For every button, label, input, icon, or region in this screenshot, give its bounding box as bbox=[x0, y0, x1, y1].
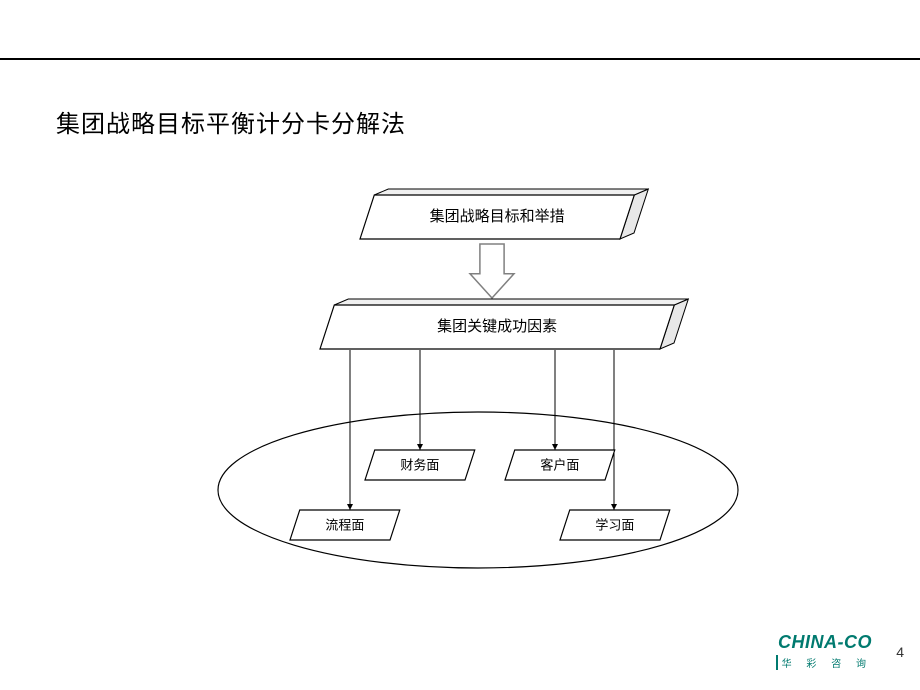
svg-text:学习面: 学习面 bbox=[595, 518, 634, 533]
page-number: 4 bbox=[896, 644, 904, 660]
logo-subtitle: 华 彩 咨 询 bbox=[776, 655, 872, 670]
svg-text:财务面: 财务面 bbox=[400, 458, 439, 473]
svg-text:客户面: 客户面 bbox=[540, 458, 579, 473]
brand-logo: CHINA-CO 华 彩 咨 询 bbox=[776, 632, 872, 670]
logo-text: CHINA-CO bbox=[776, 632, 872, 653]
flowchart-diagram: 集团战略目标和举措集团关键成功因素财务面 客户面流程面 学习面 bbox=[0, 0, 920, 690]
svg-text:流程面: 流程面 bbox=[325, 518, 364, 533]
svg-text:集团关键成功因素: 集团关键成功因素 bbox=[437, 318, 557, 335]
svg-text:集团战略目标和举措: 集团战略目标和举措 bbox=[430, 208, 565, 225]
